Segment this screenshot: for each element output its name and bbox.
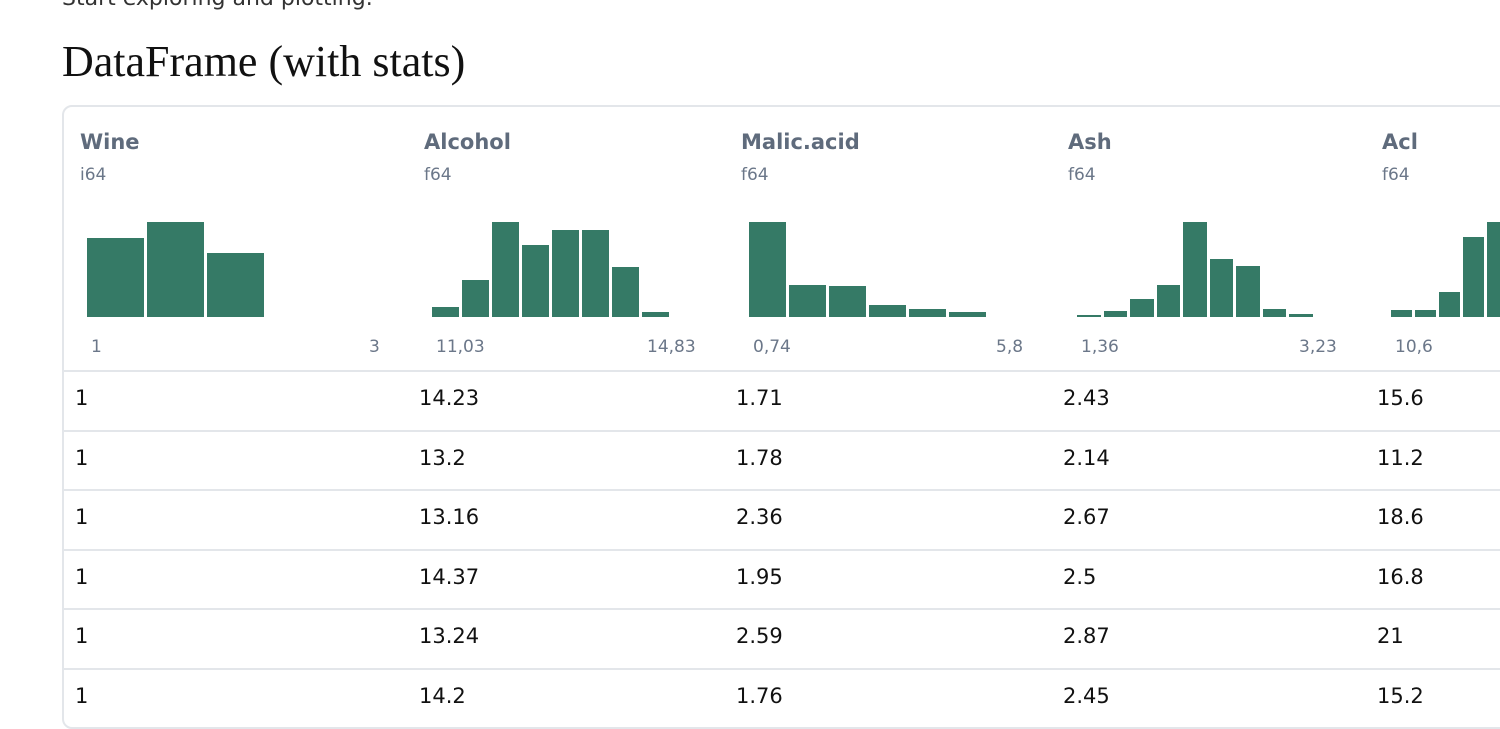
table-cell: 1.78: [736, 445, 783, 470]
table-cell: 1.95: [736, 564, 783, 589]
histogram-bar: [207, 252, 264, 317]
histogram-bar: [1236, 266, 1260, 317]
table-cell: 14.2: [419, 683, 466, 708]
table-cell: 1: [75, 386, 89, 410]
heading: DataFrame (with stats): [62, 37, 466, 86]
column-dtype: f64: [424, 165, 452, 185]
histogram-bar: [492, 222, 519, 317]
table-cell: 2.87: [1063, 624, 1110, 648]
table-cell: 13.2: [419, 445, 466, 470]
histogram-bar: [909, 308, 946, 317]
column-dtype: i64: [80, 165, 107, 185]
table-cell: 15.2: [1377, 683, 1424, 708]
table-cell: 2.45: [1063, 683, 1110, 708]
table-cell: 14.23: [419, 386, 480, 410]
histogram-bar: [1289, 313, 1313, 317]
range-min: 10,6: [1395, 337, 1433, 357]
histogram-bar: [1487, 222, 1500, 317]
histogram-bar: [1439, 292, 1460, 317]
table-cell: 13.24: [419, 624, 480, 648]
row-separator: [63, 489, 1500, 491]
table-cell: 1: [75, 505, 89, 529]
table-cell: 14.37: [419, 564, 480, 589]
column-dtype: f64: [741, 165, 769, 185]
table-cell: 1: [75, 564, 89, 589]
histogram-bar: [749, 222, 786, 317]
table-cell: 18.6: [1377, 505, 1424, 529]
row-separator: [63, 429, 1500, 432]
table-cell: 1: [75, 445, 89, 470]
column-dtype: f64: [1382, 165, 1410, 185]
range-max: 14,83: [647, 337, 696, 357]
histogram-bar: [1463, 237, 1484, 317]
column-dtype: f64: [1068, 165, 1096, 185]
row-separator: [63, 667, 1500, 670]
histogram-bar: [432, 307, 459, 317]
histogram-bar: [612, 267, 639, 317]
histogram-bar: [522, 244, 549, 317]
histogram-bar: [1391, 309, 1412, 317]
row-separator: [63, 370, 1500, 372]
table-cell: 1.76: [736, 683, 783, 708]
table-cell: 21: [1377, 624, 1404, 648]
histogram-bar: [869, 304, 906, 317]
histogram-bar: [462, 279, 489, 317]
range-min: 1: [91, 337, 102, 357]
table-cell: 2.59: [736, 624, 783, 648]
histogram-bar: [1262, 309, 1286, 317]
histogram-bar: [1130, 298, 1154, 317]
table-cell: 13.16: [419, 505, 480, 529]
table-cell: 2.67: [1063, 505, 1110, 529]
column-name: Wine: [80, 130, 140, 154]
range-max: 5,8: [996, 337, 1024, 357]
histogram-bar: [1209, 258, 1233, 317]
table-cell: 2.5: [1063, 564, 1097, 589]
histogram-bar: [789, 284, 826, 317]
histogram-bar: [552, 229, 579, 317]
column-name: Ash: [1068, 130, 1112, 154]
histogram-bar: [829, 286, 866, 317]
range-max: 3,23: [1299, 337, 1337, 357]
histogram-bar: [582, 229, 609, 317]
column-name: Acl: [1382, 130, 1418, 154]
histogram-bar: [1415, 309, 1436, 317]
table-cell: 15.6: [1377, 386, 1424, 410]
row-separator: [63, 608, 1500, 610]
table-cell: 11.2: [1377, 445, 1424, 470]
page: Start exploring and plotting. DataFrame …: [62, 0, 1500, 729]
column-name: Malic.acid: [741, 130, 860, 154]
histogram-bar: [1103, 310, 1127, 317]
table-cell: 1: [75, 683, 89, 708]
row-separator: [63, 548, 1500, 551]
histogram-bar: [1156, 284, 1180, 317]
histogram-bar: [147, 222, 204, 317]
range-max: 3: [369, 337, 380, 357]
histogram-bar: [949, 311, 986, 317]
range-min: 11,03: [436, 337, 485, 357]
table-cell: 2.36: [736, 505, 783, 529]
table-cell: 2.14: [1063, 445, 1110, 470]
range-min: 0,74: [753, 337, 791, 357]
table-cell: 1.71: [736, 386, 783, 410]
histogram-bar: [87, 238, 144, 317]
intro-text: Start exploring and plotting.: [62, 0, 373, 11]
histogram-bar: [1077, 315, 1101, 317]
table-cell: 16.8: [1377, 564, 1424, 589]
range-min: 1,36: [1081, 337, 1119, 357]
table-cell: 2.43: [1063, 386, 1110, 410]
column-name: Alcohol: [424, 130, 511, 154]
histogram-bar: [642, 312, 669, 317]
histogram-bar: [1183, 222, 1207, 317]
table-cell: 1: [75, 624, 89, 648]
